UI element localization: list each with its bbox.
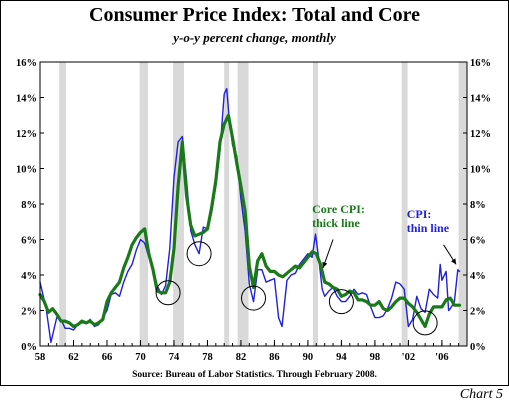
recession-bar-0 [59, 62, 66, 346]
y-tick-label-left: 12% [16, 129, 37, 140]
series-line-core-cpi [38, 113, 462, 329]
y-tick-label-left: 8% [21, 200, 37, 211]
y-tick-label-right: 6% [470, 236, 486, 247]
x-tick-label: 78 [202, 352, 213, 363]
y-tick-label-left: 0% [21, 342, 37, 353]
x-tick-label: 70 [135, 352, 146, 363]
y-tick-label-left: 4% [21, 271, 37, 282]
highlight-circle-0 [155, 280, 181, 306]
x-tick-label: 66 [102, 352, 113, 363]
series-line-cpi [39, 87, 461, 344]
x-tick-label: '02 [402, 352, 415, 363]
recession-bar-5 [312, 62, 318, 346]
recession-bar-2 [173, 62, 185, 346]
y-tick-label-right: 4% [470, 271, 486, 282]
x-axis-ticks: 58 62 66 70 74 78 82 86 90 94 98 '02 '06 [35, 340, 468, 363]
highlight-circle-2 [241, 285, 266, 311]
x-tick-label: 90 [303, 352, 314, 363]
x-tick-label: 94 [336, 352, 347, 363]
y-tick-label-left: 14% [16, 94, 37, 105]
y-axis-ticks: 0% 0% 2% 2% 4% 4% 6% 6% 8% 8% 10% 10% 12% 12% 14% 14% 16… [16, 58, 491, 353]
annotation-core-cpi-line-0: Core CPI: [312, 202, 365, 216]
highlight-circle-3 [328, 289, 354, 315]
recession-bar-6 [401, 62, 408, 346]
chart-title: Consumer Price Index: Total and Core [89, 4, 420, 26]
highlight-circle-4 [412, 310, 438, 336]
y-tick-label-left: 2% [21, 307, 37, 318]
highlight-circles [155, 241, 438, 336]
y-tick-label-right: 10% [470, 165, 491, 176]
recession-bar-7 [458, 62, 467, 346]
y-tick-label-right: 0% [470, 342, 486, 353]
y-tick-label-right: 8% [470, 200, 486, 211]
x-tick-label: 82 [236, 352, 247, 363]
annotation-cpi-line-1: thin line [407, 221, 450, 235]
x-tick-label: 58 [35, 352, 46, 363]
annotations: Core CPI:thick line CPI:thin line [312, 202, 457, 269]
annotation-arrowhead-1 [450, 258, 457, 265]
x-tick-label: 74 [169, 352, 180, 363]
recession-bar-3 [224, 62, 230, 346]
y-tick-label-left: 10% [16, 165, 37, 176]
chart-subtitle: y-o-y percent change, monthly [173, 30, 336, 45]
highlight-circle-1 [186, 241, 212, 267]
x-tick-label: 62 [68, 352, 79, 363]
y-tick-label-right: 2% [470, 307, 486, 318]
recession-bar-1 [139, 62, 149, 346]
source-note: Source: Bureau of Labor Statistics. Thro… [132, 370, 377, 380]
series-lines [38, 87, 462, 344]
y-tick-label-right: 12% [470, 129, 491, 140]
x-tick-label: '06 [435, 352, 448, 363]
line-chart: 0% 0% 2% 2% 4% 4% 6% 6% 8% 8% 10% 10% 12% 12% 14% 14% 16… [16, 58, 491, 363]
y-tick-label-left: 16% [16, 58, 37, 69]
x-tick-label: 86 [269, 352, 280, 363]
chart-number-label: Chart 5 [459, 387, 503, 402]
y-tick-label-right: 14% [470, 94, 491, 105]
annotation-cpi-line-0: CPI: [407, 207, 432, 221]
annotation-arrowhead-0 [322, 261, 328, 268]
x-tick-label: 98 [370, 352, 381, 363]
annotation-core-cpi-line-1: thick line [312, 216, 360, 230]
y-tick-label-right: 16% [470, 58, 491, 69]
y-tick-label-left: 6% [21, 236, 37, 247]
